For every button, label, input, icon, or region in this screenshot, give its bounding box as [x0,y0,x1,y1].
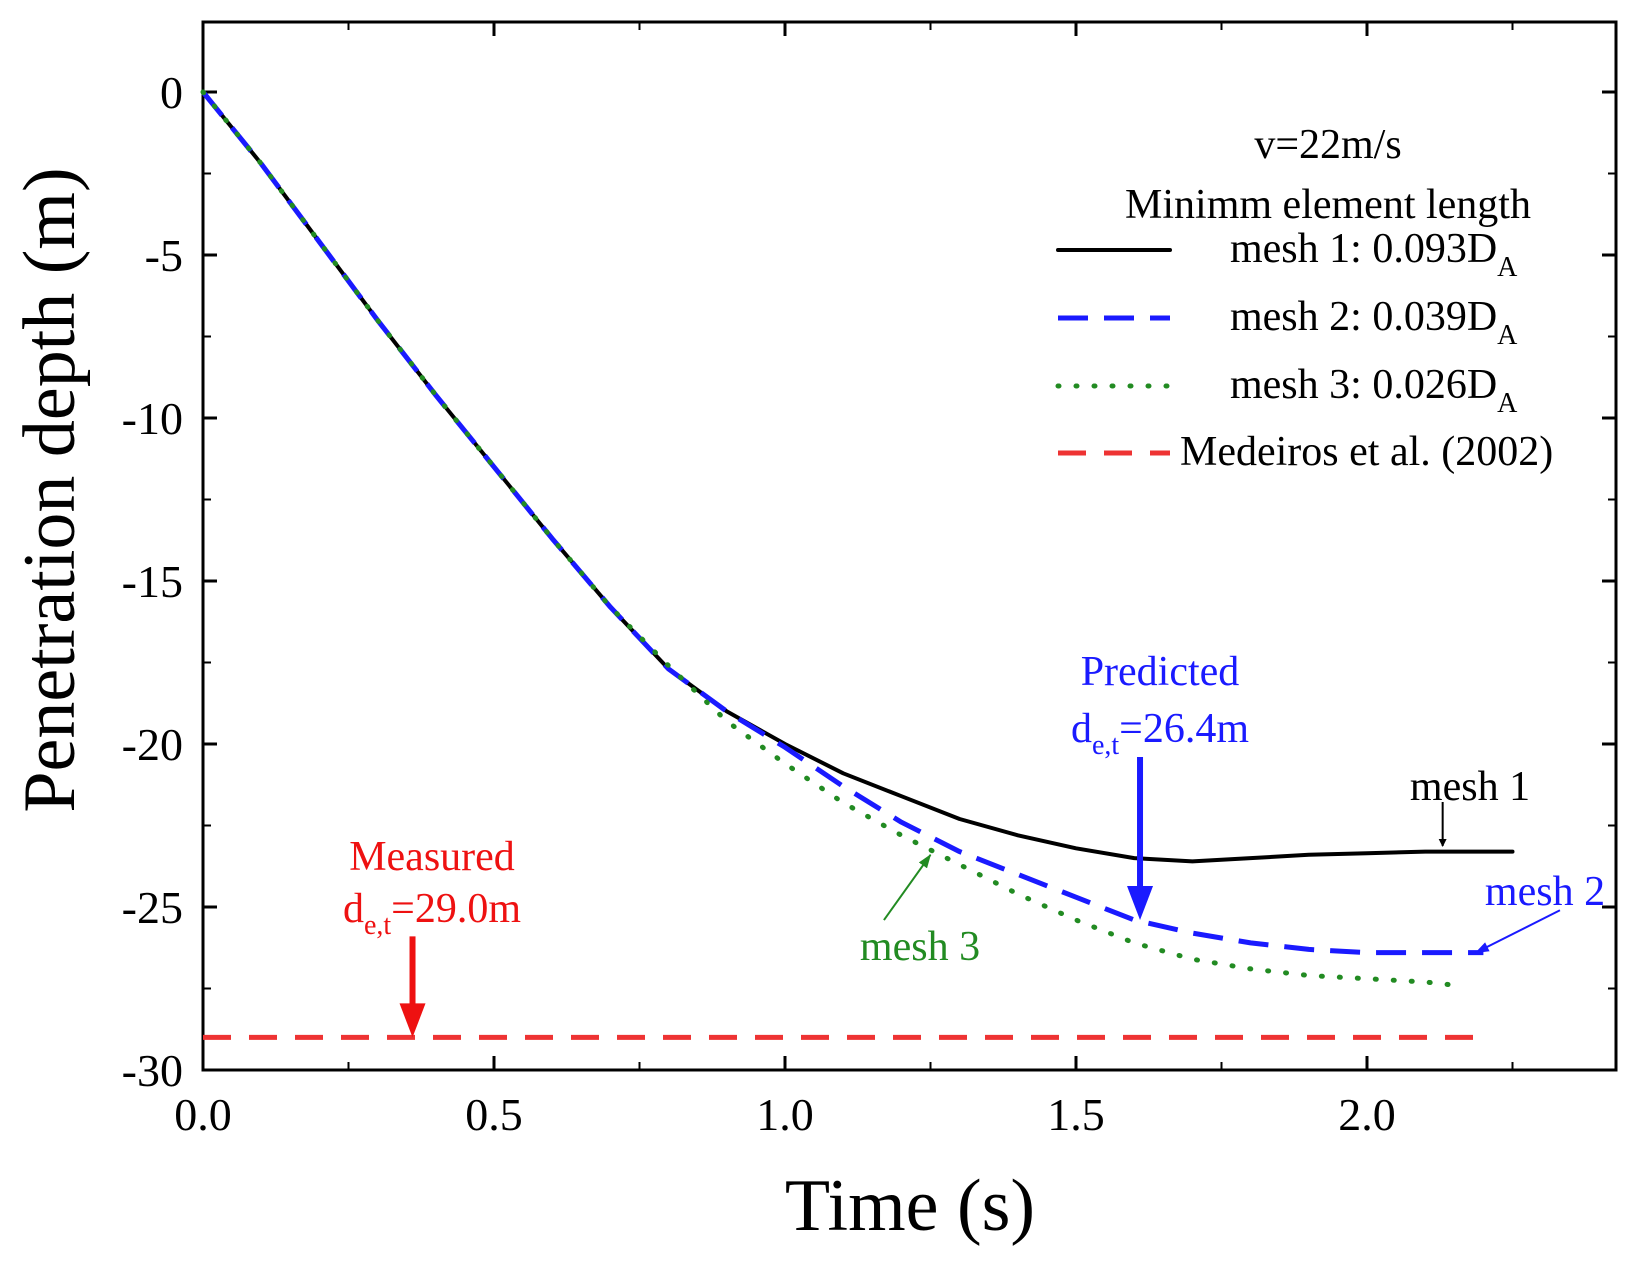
mesh3-annotation-label: mesh 3 [860,924,980,970]
annotation-group: Predicted de,t=26.4m Measured de,t=29.0m mes… [343,649,1605,1038]
legend-label: mesh 1: 0.093DA [1230,226,1518,283]
series-line-mesh-2 [201,90,1484,956]
measured-annotation-line1: Measured [349,834,515,880]
y-tick-label: -20 [122,719,183,770]
measured-annotation-line2: de,t=29.0m [343,886,521,941]
measured-arrow-head [399,1003,426,1038]
predicted-annotation-line2: de,t=26.4m [1071,706,1249,761]
predicted-arrow-head [1127,886,1154,921]
mesh1-annotation-label: mesh 1 [1410,764,1530,810]
x-tick-label: 2.0 [1338,1089,1396,1140]
y-tick-label: -5 [145,230,183,281]
mesh3-annotation-arrow [883,854,932,921]
legend: v=22m/s Minimm element length mesh 1: 0.… [1055,122,1553,475]
plot-frame [201,20,1618,1072]
x-axis-title: Time (s) [785,1165,1035,1247]
x-tick-label: 1.0 [756,1089,814,1140]
legend-label: mesh 3: 0.026DA [1230,362,1518,419]
legend-label: Medeiros et al. (2002) [1180,429,1553,475]
y-axis-title: Penetration depth (m) [9,167,91,812]
y-tick-label: -15 [122,556,183,607]
predicted-annotation-line1: Predicted [1081,649,1240,695]
y-tick-label: -25 [122,882,183,933]
legend-entries: mesh 1: 0.093DA mesh 2: 0.039DA mesh 3: 0.… [1055,226,1553,475]
x-tick-label: 0.0 [174,1089,232,1140]
mesh2-annotation-arrow [1474,909,1561,954]
x-tick-label: 0.5 [465,1089,523,1140]
x-tick-label: 1.5 [1047,1089,1105,1140]
series-group [200,89,1515,1040]
legend-title-velocity: v=22m/s [1254,122,1401,168]
y-tick-label: -30 [122,1045,183,1096]
series-line-mesh-3 [200,89,1457,988]
axis-ticks: 0.0 0.5 1.0 1.5 2.0 0 -5 -10 -15 -20 -25 -30 [122,22,1616,1140]
mesh2-annotation-label: mesh 2 [1485,869,1605,915]
legend-title-element-length: Minimm element length [1125,182,1531,228]
y-tick-label: -10 [122,393,183,444]
y-tick-label: 0 [160,67,183,118]
legend-label: mesh 2: 0.039DA [1230,294,1518,351]
